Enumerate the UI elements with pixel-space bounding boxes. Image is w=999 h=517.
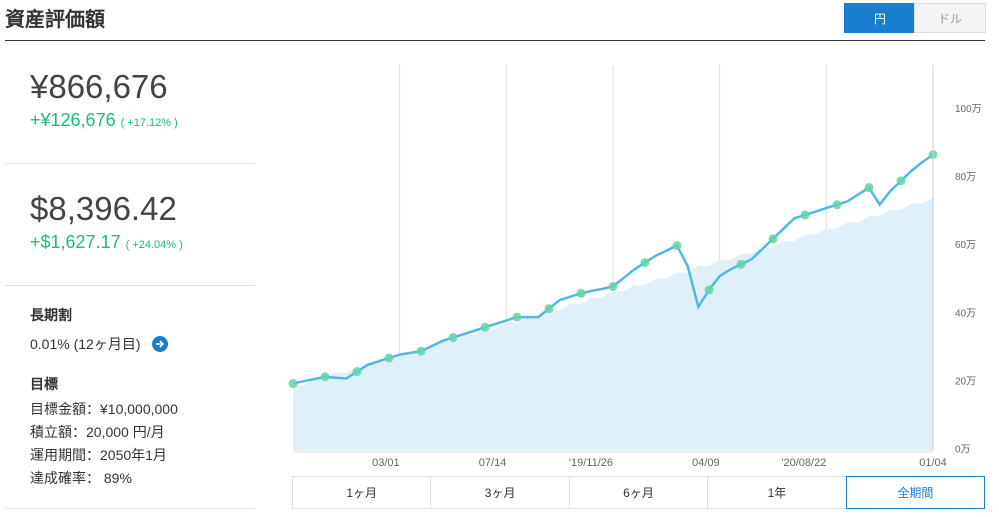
deposit-dot	[640, 258, 650, 268]
gain: +¥126,676	[30, 110, 116, 130]
jpy-value: ¥866,676	[30, 68, 168, 105]
y-tick-label: 100万	[955, 104, 982, 115]
deposit-dot	[832, 200, 842, 210]
discount-label: 長期割	[30, 307, 72, 323]
deposit-dot	[448, 333, 458, 343]
divider	[5, 285, 255, 286]
goal-item: 目標金額：¥10,000,000	[30, 401, 178, 417]
jpy-gain: +¥126,676 ( +17.12% )	[30, 110, 178, 131]
deposit-dot	[512, 312, 522, 322]
x-tick-label: 01/04	[919, 457, 947, 469]
period-button[interactable]: 1ヶ月	[292, 476, 432, 509]
y-tick-label: 40万	[955, 308, 976, 319]
x-tick-label: '20/08/22	[781, 457, 826, 469]
goal-item: 積立額：20,000 円/月	[30, 424, 165, 440]
y-tick-label: 20万	[955, 376, 976, 387]
usd-gain: +$1,627.17 ( +24.04% )	[30, 232, 183, 253]
deposit-dot	[544, 304, 554, 314]
goal-list: 目標金額：¥10,000,000 積立額：20,000 円/月 運用期間：205…	[30, 398, 178, 490]
goal-label: 目標	[30, 376, 58, 392]
deposit-dot	[896, 176, 906, 186]
invested-area	[293, 197, 933, 450]
deposit-dot	[480, 322, 490, 332]
period-button[interactable]: 3ヶ月	[430, 476, 570, 509]
period-button[interactable]: 6ヶ月	[568, 476, 709, 509]
deposit-dot	[320, 372, 330, 382]
discount-value: 0.01% (12ヶ月目)	[30, 336, 141, 352]
divider	[5, 40, 985, 41]
chart: 03/01 07/14 '19/11/26 04/09 '20/08/22 01/04 0万…	[288, 65, 982, 469]
y-tick-label: 0万	[955, 445, 971, 456]
gain-pct: ( +24.04% )	[125, 239, 183, 251]
x-tick-label: 07/14	[479, 457, 507, 469]
divider	[5, 163, 255, 164]
deposit-dot	[384, 353, 394, 363]
deposit-dot	[736, 259, 746, 269]
gain: +$1,627.17	[30, 232, 121, 252]
goal-item: 運用期間：2050年1月	[30, 447, 167, 463]
currency-button[interactable]: ドル	[914, 3, 986, 33]
gain-pct: ( +17.12% )	[120, 117, 178, 129]
usd-value: $8,396.42	[30, 190, 177, 227]
x-tick-label: 03/01	[372, 457, 400, 469]
divider	[5, 508, 255, 509]
discount-row: 0.01% (12ヶ月目)	[30, 334, 169, 354]
x-tick-label: 04/09	[692, 457, 720, 469]
x-axis-band	[293, 450, 933, 453]
goal-item: 達成確率： 89%	[30, 470, 132, 486]
period-buttons: 1ヶ月 3ヶ月 6ヶ月 1年 全期間	[292, 476, 986, 509]
y-tick-label: 80万	[955, 172, 976, 183]
title: 資産評価額	[5, 9, 105, 31]
deposit-dot	[768, 234, 778, 244]
period-button[interactable]: 全期間	[845, 476, 986, 509]
deposit-dot	[704, 285, 714, 295]
period-button[interactable]: 1年	[707, 476, 847, 509]
deposit-dot	[800, 210, 810, 220]
deposit-dot	[288, 379, 298, 389]
deposit-dot	[576, 288, 586, 298]
x-tick-label: '19/11/26	[569, 457, 613, 469]
arrow-icon[interactable]	[152, 336, 169, 352]
deposit-dot	[672, 241, 682, 251]
deposit-dot	[352, 367, 362, 377]
deposit-dot	[864, 183, 874, 193]
deposit-dot	[416, 346, 426, 356]
y-tick-label: 60万	[955, 240, 976, 251]
deposit-dot	[608, 281, 618, 291]
